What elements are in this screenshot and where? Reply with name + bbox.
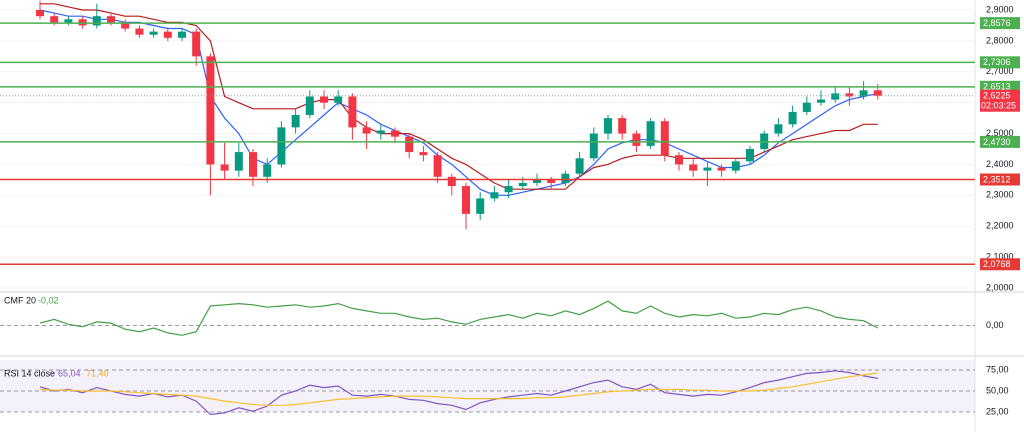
last-price-label: 2,6225 (983, 91, 1011, 101)
candle-body (405, 136, 414, 153)
candle-body (462, 186, 470, 214)
level-label-box (980, 258, 1020, 271)
candle-body (178, 31, 186, 38)
candle-body (604, 118, 612, 134)
candle-body (433, 155, 442, 177)
y-tick-label: 2,4000 (986, 159, 1014, 169)
level-label: 2,4730 (983, 137, 1011, 147)
candle-body (249, 152, 257, 177)
candle-body (632, 133, 641, 146)
candle-body (263, 164, 272, 177)
rsi-band (0, 360, 975, 412)
candle-body (859, 90, 868, 97)
level-label-box (980, 135, 1020, 148)
candle-body (561, 173, 570, 183)
level-label: 2,6513 (983, 82, 1011, 92)
candle-body (731, 161, 740, 171)
candle-body (277, 127, 286, 165)
candle-body (547, 179, 556, 183)
level-label: 2,8576 (983, 18, 1011, 28)
y-tick-label: 25,00 (986, 406, 1009, 416)
last-price-box (980, 89, 1020, 112)
candle-body (533, 179, 541, 183)
candle-body (774, 124, 783, 134)
candle-body (504, 186, 513, 193)
candle-body (362, 127, 371, 134)
candle-body (817, 99, 825, 103)
level-label-box (980, 56, 1020, 69)
candle-body (121, 22, 130, 29)
candle-body (220, 164, 229, 171)
level-label: 2,3512 (983, 174, 1011, 184)
y-tick-label: 2,7000 (986, 66, 1014, 76)
candle-body (348, 96, 357, 128)
candle-body (64, 19, 73, 23)
y-tick-label: 2,1000 (986, 251, 1014, 261)
y-tick-label: 75,00 (986, 364, 1009, 374)
candle-body (419, 152, 428, 156)
indicator-line (39, 372, 878, 406)
countdown: 02:03:25 (981, 101, 1016, 111)
candle-body (234, 152, 243, 171)
candle-body (518, 182, 527, 187)
candle-body (831, 93, 840, 100)
y-tick-label: 2,5000 (986, 128, 1014, 138)
rsi-title: RSI 14 close (4, 368, 55, 378)
level-label-box (980, 173, 1020, 186)
y-tick-label: 2,3000 (986, 190, 1014, 200)
candle-body (447, 176, 456, 187)
candle-body (618, 118, 627, 134)
candle-body (675, 155, 683, 165)
candle-body (717, 167, 726, 171)
candle-body (163, 31, 172, 38)
candle-body (149, 31, 158, 35)
y-tick-label: 0,00 (986, 320, 1004, 330)
y-tick-label: 2,9000 (986, 4, 1014, 14)
candle-body (291, 115, 300, 128)
candle-body (746, 148, 754, 162)
candle-body (689, 164, 698, 171)
candle-body (476, 198, 485, 214)
candle-body (320, 96, 328, 103)
candle-body (788, 111, 797, 125)
candle-body (802, 102, 811, 112)
rsi-value: 65,04 (58, 368, 81, 378)
candle-body (391, 130, 399, 137)
y-tick-label: 2,8000 (986, 35, 1014, 45)
candle-body (192, 31, 201, 57)
level-label: 2,0768 (983, 259, 1011, 269)
candle-body (660, 121, 669, 156)
candle-body (845, 93, 854, 97)
candle-body (575, 158, 584, 174)
level-label-box (980, 17, 1020, 30)
candle-body (36, 10, 44, 17)
y-tick-label: 2,0000 (986, 282, 1014, 292)
candle-body (334, 96, 343, 103)
y-tick-label: 2,2000 (986, 221, 1014, 231)
candle-body (305, 96, 314, 116)
candle-body (92, 16, 101, 26)
y-tick-label: 50,00 (986, 385, 1009, 395)
candle-body (376, 130, 385, 134)
candle-body (135, 28, 144, 35)
level-label: 2,7306 (983, 57, 1011, 67)
candle-body (206, 56, 215, 165)
candle-body (50, 16, 59, 23)
candle-body (589, 133, 598, 159)
candle-body (703, 167, 712, 171)
candle-body (873, 90, 882, 96)
cmf-value: -0,02 (38, 295, 59, 305)
candle-body (490, 192, 499, 199)
indicator-line (39, 300, 879, 336)
candle-body (646, 121, 655, 146)
candle-body (107, 16, 115, 23)
rsi-ma-value: 71,40 (86, 368, 109, 378)
cmf-title: CMF 20 (4, 295, 36, 305)
